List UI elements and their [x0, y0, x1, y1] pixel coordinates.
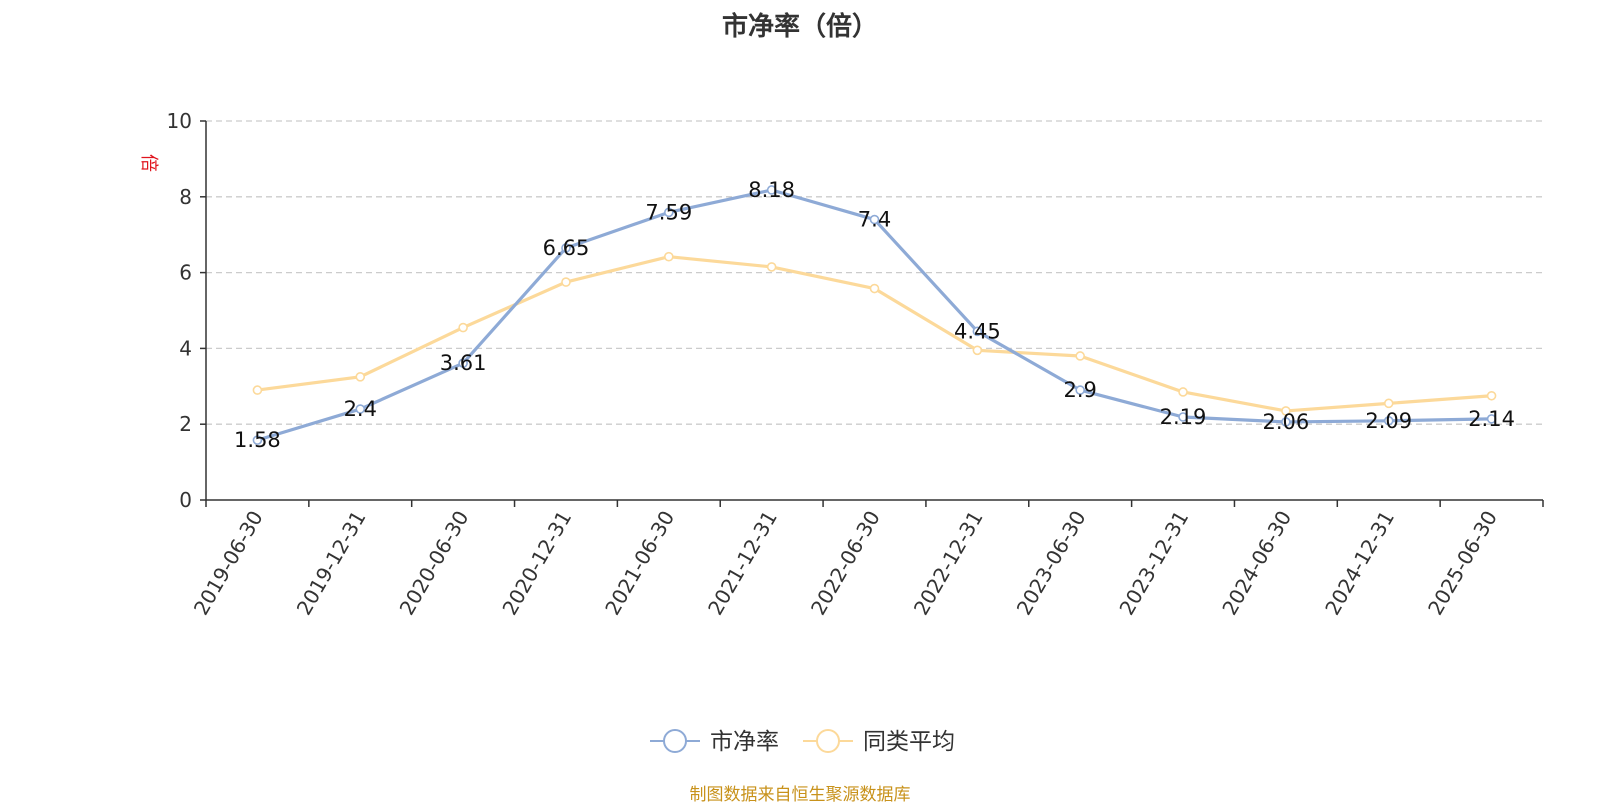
data-point[interactable] [766, 262, 777, 272]
x-axis-ticks: 2019-06-30 2019-12-31 2020-06-30 2020-12-31… [189, 500, 1544, 620]
x-tick-label: 2025-06-30 [1423, 507, 1502, 620]
x-tick-label: 2020-06-30 [395, 506, 474, 619]
data-source-note: 制图数据来自恒生聚源数据库 [689, 785, 911, 805]
data-point[interactable] [869, 283, 880, 294]
data-point[interactable] [561, 243, 571, 253]
data-label: 7.4 [858, 208, 891, 232]
series-line [257, 255, 1492, 413]
data-label: 6.65 [543, 236, 590, 260]
data-label: 2.4 [344, 397, 377, 421]
data-point[interactable] [664, 251, 674, 262]
data-point[interactable] [1178, 387, 1188, 397]
data-label: 8.18 [748, 178, 795, 202]
data-point[interactable] [1383, 398, 1394, 409]
x-tick-label: 2019-06-30 [189, 507, 268, 620]
data-point[interactable] [458, 358, 468, 368]
y-axis-unit-label: 倍 [138, 154, 159, 172]
grid-lines [206, 120, 1543, 425]
x-tick-label: 2024-12-31 [1320, 507, 1399, 620]
data-label: 7.59 [645, 200, 692, 224]
data-label: 2.9 [1063, 378, 1096, 402]
data-point[interactable] [252, 435, 263, 445]
axes [205, 121, 1543, 501]
x-tick-label: 2024-06-30 [1217, 507, 1296, 620]
x-tick-label: 2019-12-31 [292, 507, 371, 620]
y-tick-label: 6 [179, 261, 192, 285]
data-point[interactable] [1178, 412, 1188, 422]
data-point[interactable] [1486, 414, 1497, 424]
data-point[interactable] [1383, 415, 1394, 426]
chart-title: 市净率（倍） [721, 12, 878, 42]
legend-circle-icon [816, 729, 840, 753]
data-label: 2.14 [1468, 407, 1515, 431]
x-tick-label: 2021-06-30 [600, 507, 679, 620]
y-axis-ticks: 0 2 4 6 8 10 [167, 109, 206, 512]
data-point[interactable] [355, 404, 366, 414]
data-point[interactable] [869, 214, 880, 225]
data-point[interactable] [561, 277, 571, 287]
data-point[interactable] [1075, 351, 1085, 361]
data-point[interactable] [972, 326, 983, 337]
y-tick-label: 8 [179, 185, 192, 209]
x-tick-label: 2021-12-31 [703, 507, 782, 620]
x-tick-label: 2022-06-30 [806, 507, 885, 620]
x-tick-label: 2023-06-30 [1012, 507, 1091, 620]
data-label: 2.06 [1263, 410, 1310, 434]
data-point[interactable] [1075, 385, 1085, 395]
x-tick-label: 2020-12-31 [497, 507, 576, 620]
data-point[interactable] [664, 207, 674, 218]
data-point[interactable] [458, 322, 468, 333]
y-tick-label: 0 [179, 488, 192, 512]
legend[interactable]: 市净率 同类平均 [650, 729, 955, 755]
data-label: 3.61 [440, 351, 487, 375]
data-labels: 1.58 2.4 3.61 6.65 7.59 8.18 7.4 4.45 2.9 2.19 2.0… [234, 178, 1515, 452]
data-point[interactable] [972, 345, 983, 356]
legend-label: 同类平均 [863, 729, 955, 755]
data-point[interactable] [1486, 390, 1497, 401]
legend-circle-icon [663, 729, 687, 753]
data-label: 2.09 [1365, 409, 1412, 433]
data-point[interactable] [1281, 417, 1291, 427]
legend-item-1[interactable]: 同类平均 [803, 729, 955, 755]
y-tick-label: 4 [179, 336, 192, 360]
series-1 [252, 251, 1497, 416]
data-label: 2.19 [1160, 405, 1207, 429]
data-point[interactable] [252, 385, 263, 395]
y-tick-label: 10 [167, 109, 192, 133]
legend-item-0[interactable]: 市净率 [650, 729, 779, 755]
x-tick-label: 2022-12-31 [909, 507, 988, 620]
series-lines [252, 185, 1497, 445]
data-label: 4.45 [954, 319, 1001, 343]
series-0 [252, 185, 1497, 445]
y-tick-label: 2 [179, 412, 192, 436]
x-tick-label: 2023-12-31 [1114, 507, 1193, 620]
data-label: 1.58 [234, 428, 281, 452]
legend-label: 市净率 [710, 729, 779, 755]
data-point[interactable] [1281, 406, 1291, 416]
data-point[interactable] [766, 185, 777, 195]
data-point[interactable] [355, 372, 366, 382]
